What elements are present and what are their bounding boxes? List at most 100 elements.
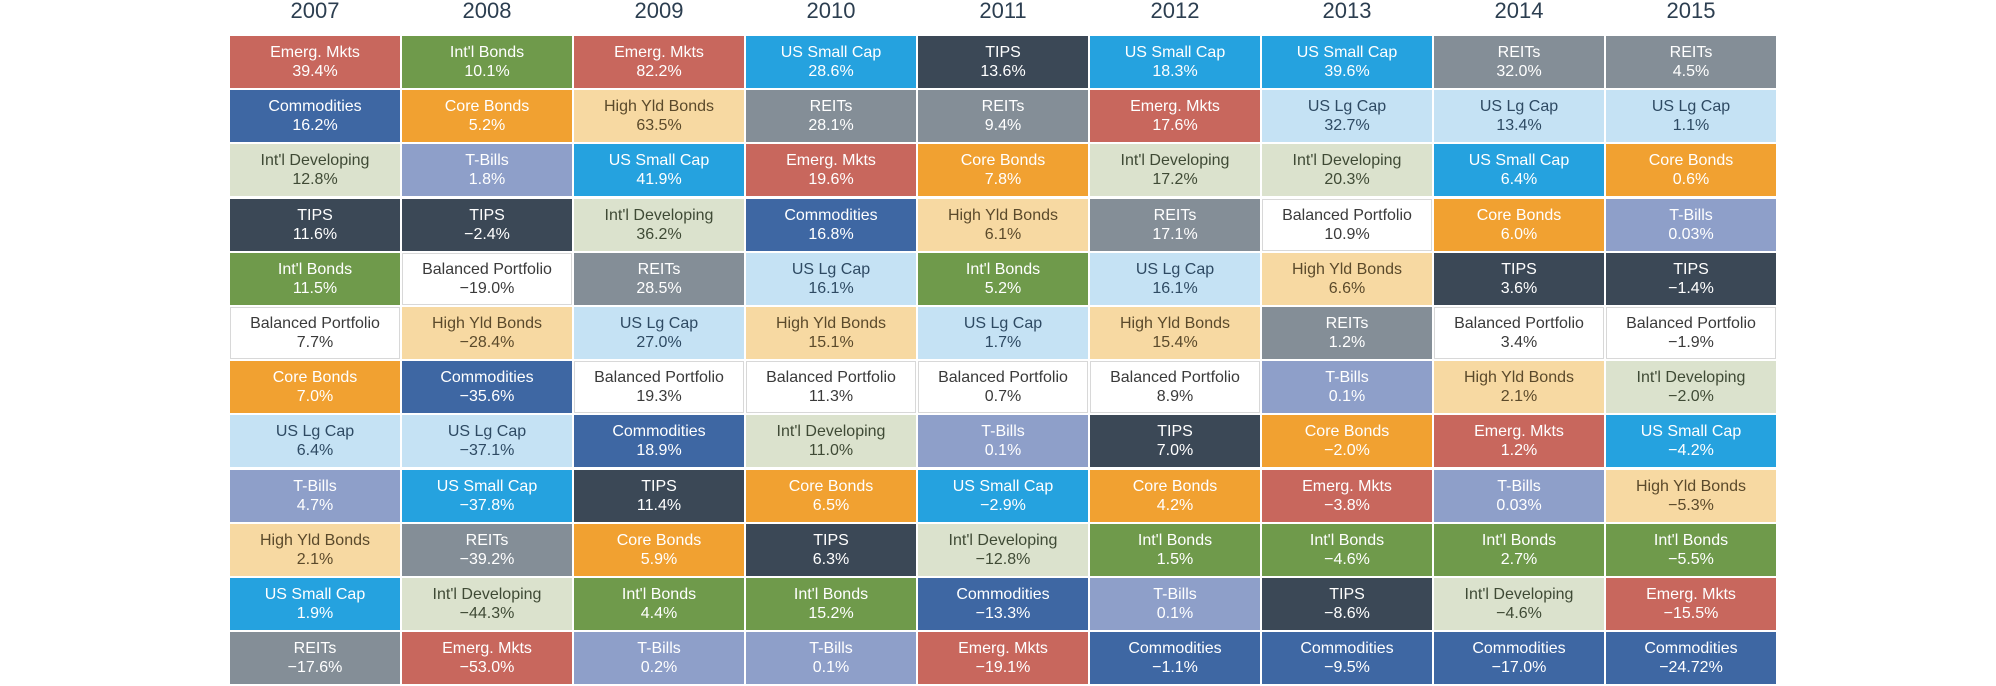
asset-class-label: Int'l Developing [260,152,370,170]
cell-high-yld-bonds: High Yld Bonds 6.1% [918,198,1088,251]
return-value-label: 0.03% [1668,225,1714,243]
return-value-label: −9.5% [1324,659,1370,677]
year-column-2015: 2015 REITs 4.5% US Lg Cap 1.1% Core Bonds 0.6%… [1606,0,1776,686]
cell-tips: TIPS 3.6% [1434,252,1604,305]
asset-class-label: US Small Cap [952,477,1054,495]
asset-class-label: Int'l Developing [1292,152,1402,170]
return-value-label: 28.5% [636,279,682,297]
return-value-label: 28.6% [808,63,854,80]
asset-class-returns-quilt: 2007 Emerg. Mkts 39.4% Commodities 16.2% Int'… [230,0,1776,686]
cell-tips: TIPS 11.6% [230,198,400,251]
asset-class-label: Emerg. Mkts [270,44,360,61]
asset-class-label: Int'l Bonds [793,585,869,603]
asset-class-label: Emerg. Mkts [958,640,1048,658]
return-value-label: 41.9% [636,171,682,189]
cell-emerg-mkts: Emerg. Mkts 19.6% [746,144,916,197]
asset-class-label: Int'l Bonds [1653,531,1729,549]
asset-class-label: REITs [1669,44,1713,61]
asset-class-label: Int'l Developing [1636,369,1746,387]
cell-int-l-developing: Int'l Developing 20.3% [1262,144,1432,197]
cell-int-l-bonds: Int'l Bonds 15.2% [746,577,916,630]
cell-int-l-bonds: Int'l Bonds −5.5% [1606,523,1776,576]
cell-int-l-developing: Int'l Developing 11.0% [746,415,916,468]
cell-emerg-mkts: Emerg. Mkts −19.1% [918,632,1088,685]
return-value-label: 4.4% [640,604,678,622]
year-header: 2013 [1322,0,1372,23]
return-value-label: −1.4% [1668,279,1714,297]
cell-t-bills: T-Bills 0.03% [1606,198,1776,251]
return-value-label: −37.8% [459,496,515,514]
asset-class-label: TIPS [297,206,333,224]
cell-balanced-portfolio: Balanced Portfolio 8.9% [1090,361,1260,414]
asset-class-label: REITs [1497,44,1541,61]
year-column-2012: 2012 US Small Cap 18.3% Emerg. Mkts 17.6% Int… [1090,0,1260,686]
cell-us-lg-cap: US Lg Cap 1.7% [918,306,1088,359]
cell-core-bonds: Core Bonds 5.9% [574,523,744,576]
cell-us-small-cap: US Small Cap 1.9% [230,577,400,630]
return-value-label: 0.1% [984,442,1022,460]
cell-high-yld-bonds: High Yld Bonds 2.1% [1434,361,1604,414]
asset-class-label: Balanced Portfolio [250,314,380,332]
cell-balanced-portfolio: Balanced Portfolio 10.9% [1262,198,1432,251]
return-value-label: 18.9% [636,442,682,460]
return-value-label: 16.1% [808,279,854,297]
return-value-label: −53.0% [459,659,515,677]
cell-commodities: Commodities −35.6% [402,361,572,414]
cell-balanced-portfolio: Balanced Portfolio 7.7% [230,306,400,359]
return-value-label: −35.6% [459,388,515,406]
cell-emerg-mkts: Emerg. Mkts 1.2% [1434,415,1604,468]
return-value-label: 6.5% [812,496,850,514]
asset-class-label: Int'l Developing [1120,152,1230,170]
asset-class-label: TIPS [1673,260,1709,278]
cell-t-bills: T-Bills 0.1% [1090,577,1260,630]
asset-class-label: Balanced Portfolio [1282,206,1412,224]
return-value-label: −15.5% [1663,604,1719,622]
year-header: 2012 [1150,0,1200,23]
cell-balanced-portfolio: Balanced Portfolio −19.0% [402,252,572,305]
return-value-label: 2.1% [296,550,334,568]
year-column-2008: 2008 Int'l Bonds 10.1% Core Bonds 5.2% T-Bill… [402,0,572,686]
cell-t-bills: T-Bills 0.1% [1262,361,1432,414]
asset-class-label: US Lg Cap [791,260,871,278]
return-value-label: 1.2% [1500,442,1538,460]
return-value-label: 5.9% [640,550,678,568]
return-value-label: −37.1% [459,442,515,460]
return-value-label: 17.6% [1152,117,1198,135]
return-value-label: 15.2% [808,604,854,622]
return-value-label: 0.2% [640,659,678,677]
cell-t-bills: T-Bills 4.7% [230,469,400,522]
cell-core-bonds: Core Bonds 6.0% [1434,198,1604,251]
asset-class-label: Int'l Bonds [449,44,525,61]
cell-commodities: Commodities 18.9% [574,415,744,468]
return-value-label: 20.3% [1324,171,1370,189]
cell-us-small-cap: US Small Cap −2.9% [918,469,1088,522]
return-value-label: −17.6% [287,659,343,677]
return-value-label: 39.6% [1324,63,1370,80]
year-header: 2011 [979,0,1027,23]
return-value-label: −5.3% [1668,496,1714,514]
asset-class-label: Emerg. Mkts [1130,98,1220,116]
return-value-label: −2.4% [464,225,510,243]
cell-us-lg-cap: US Lg Cap 16.1% [1090,252,1260,305]
asset-class-label: T-Bills [1153,585,1197,603]
return-value-label: 11.5% [292,279,338,297]
cell-emerg-mkts: Emerg. Mkts 39.4% [230,36,400,88]
return-value-label: 4.2% [1156,496,1194,514]
asset-class-label: REITs [981,98,1025,116]
asset-class-label: Balanced Portfolio [1454,314,1584,332]
year-header: 2009 [634,0,684,23]
return-value-label: 18.3% [1152,63,1198,80]
asset-class-label: US Lg Cap [1651,98,1731,116]
cell-us-lg-cap: US Lg Cap 27.0% [574,306,744,359]
return-value-label: 36.2% [636,225,682,243]
cell-core-bonds: Core Bonds 5.2% [402,90,572,143]
cell-tips: TIPS −2.4% [402,198,572,251]
return-value-label: 63.5% [636,117,682,135]
cell-high-yld-bonds: High Yld Bonds 2.1% [230,523,400,576]
year-column-2014: 2014 REITs 32.0% US Lg Cap 13.4% US Small Cap… [1434,0,1604,686]
asset-class-label: REITs [809,98,853,116]
return-value-label: 6.0% [1500,225,1538,243]
return-value-label: 7.8% [984,171,1022,189]
asset-class-label: T-Bills [1669,206,1713,224]
cell-us-small-cap: US Small Cap 6.4% [1434,144,1604,197]
